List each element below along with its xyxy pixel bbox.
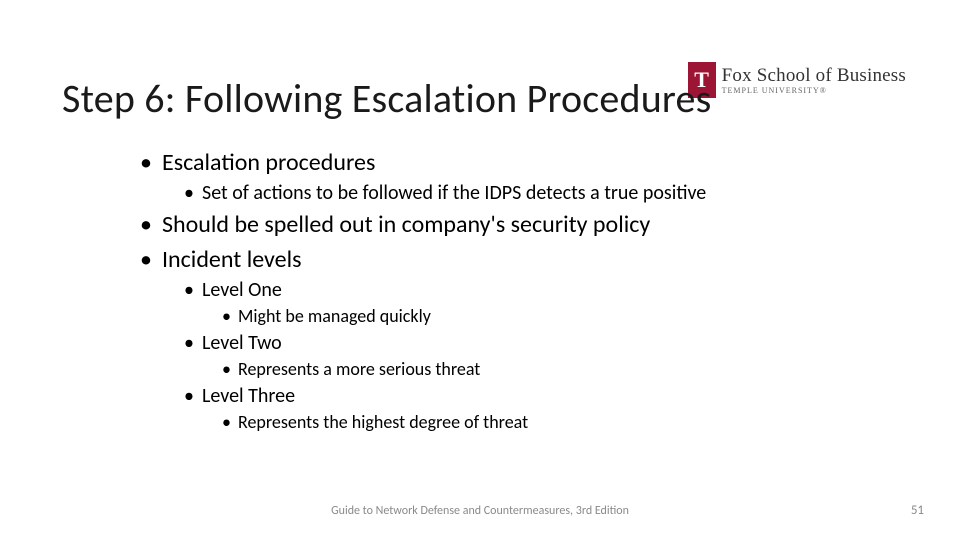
bullet-text: Level Two [202, 331, 282, 355]
bullet-text: Set of actions to be followed if the IDP… [202, 181, 706, 205]
logo-text: Fox School of Business TEMPLE UNIVERSITY… [722, 66, 906, 95]
slide-body: Escalation procedures Set of actions to … [140, 148, 880, 439]
footer-source: Guide to Network Defense and Countermeas… [0, 504, 960, 518]
bullet-lvl3: Represents the highest degree of threat [222, 411, 880, 434]
bullet-lvl3: Might be managed quickly [222, 305, 880, 328]
bullet-text: Incident levels [162, 245, 302, 274]
slide-title: Step 6: Following Escalation Procedures [62, 74, 712, 123]
page-number: 51 [911, 503, 924, 518]
logo-sub-text: TEMPLE UNIVERSITY® [722, 87, 906, 95]
slide: Fox School of Business TEMPLE UNIVERSITY… [0, 0, 960, 540]
bullet-text: Level Three [202, 384, 295, 408]
bullet-text: Might be managed quickly [238, 305, 431, 327]
logo-main-text: Fox School of Business [722, 66, 906, 85]
bullet-lvl2: Level One Might be managed quickly [184, 278, 880, 329]
bullet-lvl1: Should be spelled out in company's secur… [140, 210, 880, 241]
bullet-lvl1: Incident levels Level One Might be manag… [140, 245, 880, 435]
bullet-text: Should be spelled out in company's secur… [162, 210, 650, 239]
bullet-text: Escalation procedures [162, 148, 375, 177]
bullet-text: Represents the highest degree of threat [238, 411, 528, 433]
bullet-lvl1: Escalation procedures Set of actions to … [140, 148, 880, 206]
bullet-text: Represents a more serious threat [238, 358, 480, 380]
school-logo: Fox School of Business TEMPLE UNIVERSITY… [688, 62, 906, 98]
bullet-lvl2: Level Three Represents the highest degre… [184, 384, 880, 435]
bullet-lvl2: Level Two Represents a more serious thre… [184, 331, 880, 382]
bullet-lvl2: Set of actions to be followed if the IDP… [184, 181, 880, 207]
bullet-lvl3: Represents a more serious threat [222, 358, 880, 381]
bullet-text: Level One [202, 278, 282, 302]
